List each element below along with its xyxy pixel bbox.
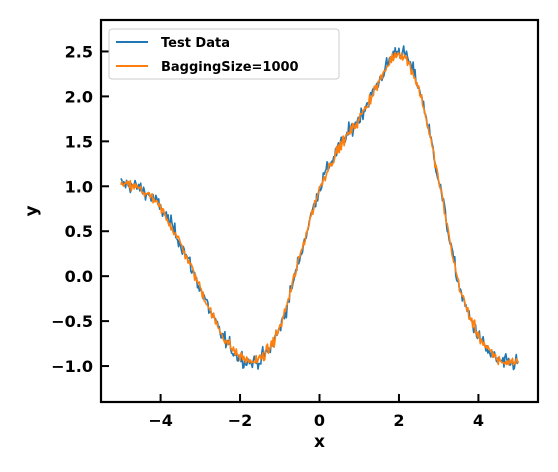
y-tick-label: −1.0 — [51, 357, 93, 376]
x-tick-label: 2 — [393, 411, 404, 430]
y-axis: −1.0 −0.5 0.0 0.5 1.0 1.5 2.0 2.5 — [51, 42, 109, 376]
x-tick-label: −4 — [148, 411, 173, 430]
series-line-1 — [120, 51, 519, 366]
x-tick-label: 0 — [314, 411, 325, 430]
legend-label-test-data: Test Data — [161, 36, 230, 51]
y-tick-label: 2.0 — [65, 87, 93, 106]
plot-lines — [120, 45, 519, 371]
y-tick-label: −0.5 — [51, 312, 93, 331]
y-tick-label: 0.0 — [65, 267, 93, 286]
legend-label-bagging-size: BaggingSize=1000 — [161, 60, 299, 75]
x-axis: −4 −2 0 2 4 — [148, 394, 484, 430]
y-tick-label: 2.5 — [65, 42, 93, 61]
y-tick-label: 1.0 — [65, 177, 93, 196]
x-tick-label: −2 — [228, 411, 253, 430]
x-tick-label: 4 — [473, 411, 484, 430]
y-tick-label: 0.5 — [65, 222, 93, 241]
y-axis-label: y — [22, 205, 42, 216]
y-tick-label: 1.5 — [65, 132, 93, 151]
legend-box — [108, 28, 340, 80]
legend: Test Data BaggingSize=1000 — [108, 28, 340, 80]
x-axis-label: x — [314, 432, 325, 452]
